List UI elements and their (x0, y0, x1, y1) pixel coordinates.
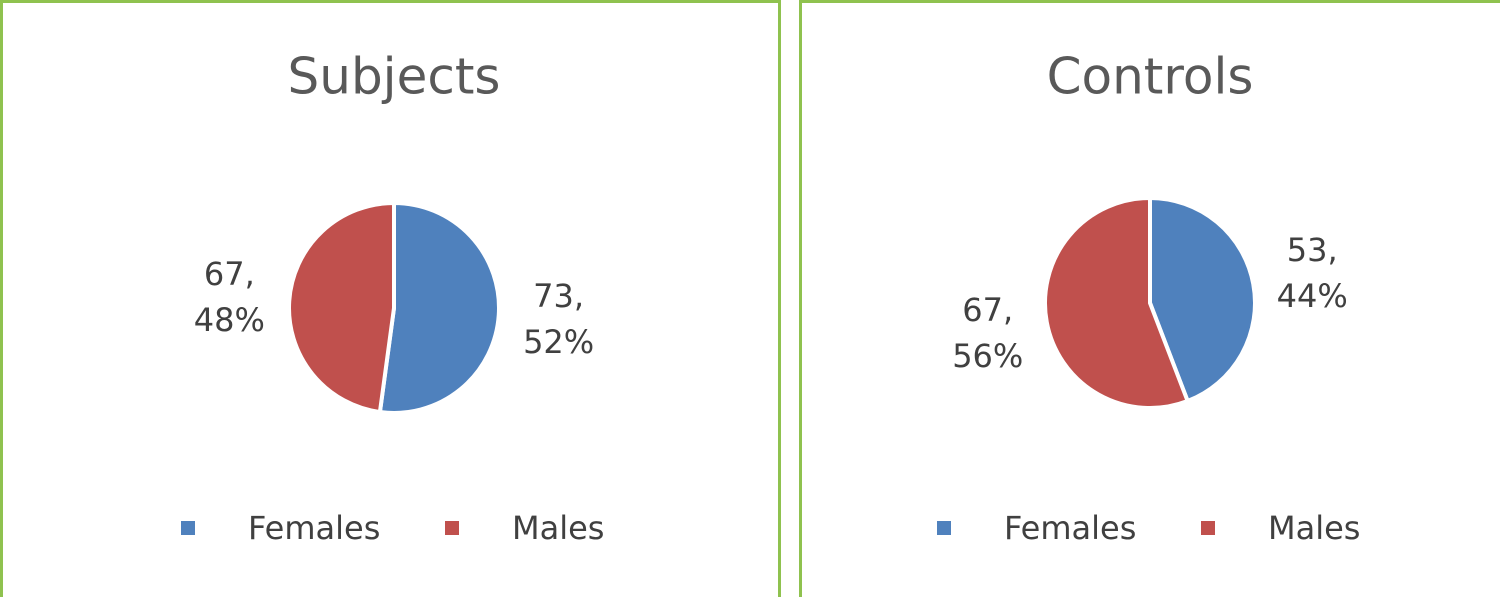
pie-slice (1043, 195, 1191, 410)
pie-slice (1148, 195, 1257, 404)
panel (799, 0, 1500, 597)
legend-swatch (181, 521, 195, 535)
data-label: 53, 44% (1276, 230, 1348, 315)
chart-title: Subjects (288, 48, 501, 106)
data-label: 67, 48% (193, 254, 265, 339)
chart-title: Controls (1047, 48, 1254, 106)
data-label: 73, 52% (523, 277, 595, 362)
legend-label: Males (1268, 509, 1360, 547)
data-label: 67, 56% (952, 291, 1024, 376)
legend-swatch (1201, 521, 1215, 535)
pie-slice (287, 200, 396, 415)
legend-label: Males (512, 509, 604, 547)
pie-slice (377, 200, 501, 415)
legend-label: Females (1004, 509, 1136, 547)
legend-label: Females (248, 509, 380, 547)
legend-swatch (445, 521, 459, 535)
panel (0, 0, 781, 597)
legend-swatch (937, 521, 951, 535)
